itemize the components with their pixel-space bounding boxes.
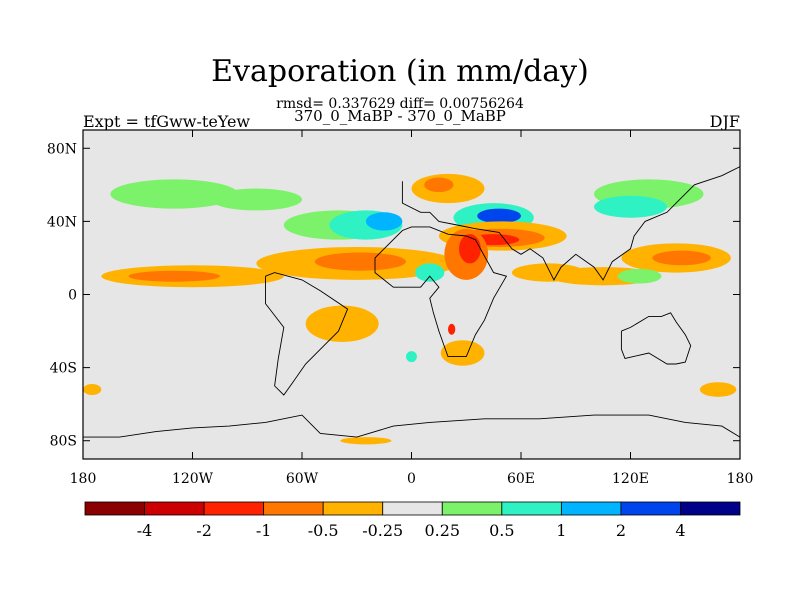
colorbar-box-7	[501, 501, 562, 516]
y-tick-label-0: 80N	[47, 141, 77, 157]
colorbar-label-5: -1	[256, 521, 272, 540]
colorbar-label-13: 0.5	[489, 521, 514, 540]
anomaly-region-18	[415, 263, 445, 282]
continent-outline-0	[374, 226, 508, 358]
anomaly-region-32	[340, 437, 392, 445]
colorbar: -4 -2 -1 -0.5 -0.25 0.25 0.5 1 2 4	[84, 501, 741, 540]
colorbar-label-11: 0.25	[424, 521, 460, 540]
colorbar-box-2	[203, 501, 265, 516]
y-tick-label-2: 0	[68, 288, 77, 304]
anomaly-region-7	[110, 179, 239, 209]
anomaly-region-21	[594, 195, 667, 218]
anomaly-region-3	[314, 252, 407, 271]
anomaly-region-6	[365, 212, 403, 231]
colorbar-label-17: 2	[616, 521, 626, 540]
season-label: DJF	[709, 112, 740, 131]
colorbar-box-3	[263, 501, 324, 516]
colorbar-label-19: 4	[675, 521, 685, 540]
colorbar-box-6	[441, 501, 503, 516]
colorbar-label-15: 1	[556, 521, 566, 540]
y-tick-label-4: 80S	[50, 434, 77, 450]
colorbar-box-8	[560, 501, 622, 516]
colorbar-box-5	[382, 501, 443, 516]
continent-outline-3	[620, 312, 692, 365]
anomaly-region-27	[440, 340, 485, 366]
chart-title: Evaporation (in mm/day)	[211, 54, 589, 89]
stats-label: rmsd= 0.337629 diff= 0.00756264	[276, 96, 524, 112]
anomaly-region-29	[448, 323, 456, 335]
anomaly-region-12	[477, 208, 521, 224]
x-tick-label-6: 180	[727, 471, 754, 487]
anomaly-region-28	[406, 351, 417, 363]
x-tick-label-0: 180	[70, 471, 97, 487]
continent-outline-2	[401, 130, 740, 281]
anomaly-region-23	[652, 250, 711, 266]
x-tick-label-1: 120W	[172, 471, 214, 487]
axis-ticks: 180 120W 60W 0 60E 120E 180 80N 40N 0 40S 80S	[47, 130, 753, 487]
x-tick-label-3: 0	[407, 471, 416, 487]
colorbar-label-3: -2	[196, 521, 212, 540]
anomaly-region-25	[617, 268, 662, 284]
anomaly-region-26	[305, 305, 379, 343]
anomaly-region-8	[210, 188, 302, 211]
x-tick-label-2: 60W	[286, 471, 319, 487]
colorbar-box-10	[680, 501, 741, 516]
anomaly-region-31	[83, 384, 102, 396]
anomaly-region-1	[128, 270, 220, 282]
continent-outline-4	[83, 414, 740, 459]
x-tick-label-4: 60E	[507, 471, 535, 487]
colorbar-box-0	[84, 501, 145, 516]
colorbar-label-9: -0.25	[362, 521, 403, 540]
colorbar-label-1: -4	[137, 521, 153, 540]
continent-outline-1	[265, 272, 349, 396]
x-tick-label-5: 120E	[612, 471, 649, 487]
colorbar-label-7: -0.5	[308, 521, 339, 540]
anomaly-region-30	[699, 382, 737, 397]
experiment-label: Expt = tfGww-teYew	[83, 112, 251, 131]
anomaly-region-17	[458, 234, 481, 264]
colorbar-box-1	[144, 501, 205, 516]
plot-background	[83, 130, 740, 459]
anomaly-region-10	[424, 177, 454, 193]
colorbar-box-9	[620, 501, 681, 516]
plot-area	[83, 130, 740, 459]
y-tick-label-1: 40N	[47, 214, 77, 230]
colorbar-box-4	[322, 501, 384, 516]
y-tick-label-3: 40S	[50, 361, 77, 377]
experiment-pair-label: 370_0_MaBP - 370_0_MaBP	[294, 107, 506, 125]
